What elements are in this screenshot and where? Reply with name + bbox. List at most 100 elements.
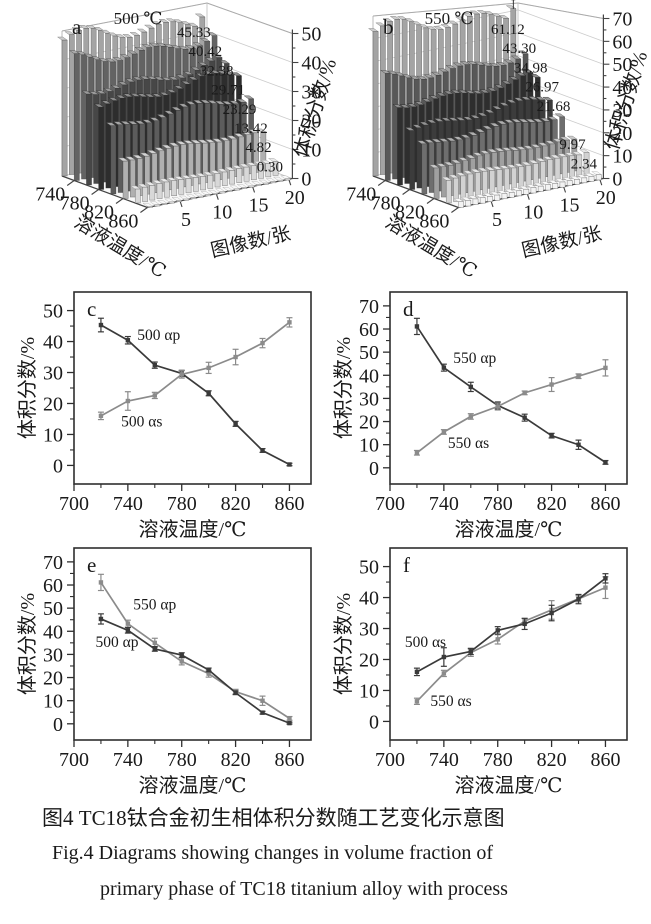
svg-text:0.30: 0.30	[257, 159, 283, 175]
svg-text:30: 30	[43, 363, 63, 385]
svg-text:0: 0	[369, 711, 379, 733]
bars	[367, 0, 602, 208]
svg-text:860: 860	[419, 211, 449, 233]
svg-text:20: 20	[359, 412, 379, 434]
svg-text:10: 10	[301, 140, 321, 162]
series-500-as	[97, 317, 293, 421]
svg-text:860: 860	[274, 749, 304, 771]
svg-text:780: 780	[483, 749, 513, 771]
svg-text:70: 70	[43, 552, 63, 574]
svg-text:30: 30	[612, 100, 632, 122]
svg-text:10: 10	[359, 680, 379, 702]
ticks: 700 740 780 820 860 0 10 20 30 40 50	[43, 301, 304, 515]
svg-text:820: 820	[221, 493, 251, 515]
panel-c-svg: 700 740 780 820 860 0 10 20 30 40 50 溶液温度/℃ 体积分数/% 50…	[16, 291, 312, 541]
svg-text:30: 30	[301, 82, 321, 104]
svg-text:50: 50	[301, 24, 321, 46]
series-500-as	[413, 573, 609, 677]
bar-row-860	[453, 171, 602, 208]
svg-text:60: 60	[359, 319, 379, 341]
svg-text:15: 15	[249, 194, 269, 216]
svg-text:0: 0	[53, 455, 63, 477]
svg-text:740: 740	[113, 749, 143, 771]
panel-b-letter: b	[383, 15, 394, 39]
svg-text:30: 30	[359, 388, 379, 410]
svg-text:700: 700	[59, 493, 89, 515]
svg-text:780: 780	[483, 493, 513, 515]
caption-english-line1: Fig.4 Diagrams showing changes in volume…	[52, 842, 494, 864]
svg-text:20: 20	[43, 668, 63, 690]
panel-f-letter: f	[403, 553, 410, 577]
panel-a-letter: a	[72, 15, 82, 39]
plot-box	[73, 547, 312, 741]
x-axis-title: 溶液温度/℃	[139, 518, 247, 541]
series-500-ap	[97, 317, 293, 467]
svg-text:50: 50	[43, 301, 63, 323]
panel-d-line-chart: 700 740 780 820 860 0 10 20 30 40 50 60 70 溶液温度/℃ 体积分数…	[325, 282, 651, 544]
svg-text:30: 30	[359, 619, 379, 641]
svg-text:0: 0	[301, 169, 311, 191]
x-axis-title: 溶液温度/℃	[455, 518, 563, 541]
series-label-500-ap: 500 αp	[137, 327, 180, 344]
series-label-550-ap: 550 αp	[453, 350, 496, 367]
series-550-ap	[413, 317, 609, 465]
svg-text:26.97: 26.97	[525, 80, 559, 96]
svg-text:60: 60	[43, 575, 63, 597]
series-label-550-as: 550 αs	[430, 693, 471, 710]
y-axis-title: 体积分数/%	[16, 337, 39, 439]
x-axis-title: 溶液温度/℃	[455, 774, 563, 797]
svg-text:740: 740	[429, 749, 459, 771]
svg-text:50: 50	[359, 342, 379, 364]
svg-text:820: 820	[395, 202, 425, 224]
svg-text:60: 60	[612, 31, 632, 53]
svg-text:820: 820	[537, 493, 567, 515]
svg-text:50: 50	[612, 54, 632, 76]
svg-text:700: 700	[375, 493, 405, 515]
svg-text:10: 10	[43, 424, 63, 446]
svg-text:29.71: 29.71	[211, 83, 245, 99]
image-axis-title: 图像数/张	[520, 222, 604, 262]
svg-text:20: 20	[301, 111, 321, 133]
svg-text:40.42: 40.42	[188, 44, 222, 60]
bar-row-840	[130, 158, 279, 204]
panel-c-letter: c	[87, 297, 96, 321]
bar-row-820	[117, 128, 267, 199]
svg-text:50: 50	[43, 598, 63, 620]
bars	[56, 13, 291, 208]
svg-text:860: 860	[590, 749, 620, 771]
panel-a-title: 500 ℃	[114, 9, 163, 28]
svg-text:20: 20	[359, 649, 379, 671]
svg-text:5: 5	[492, 209, 502, 231]
image-axis-title: 图像数/张	[209, 222, 293, 262]
svg-text:780: 780	[167, 493, 197, 515]
svg-text:820: 820	[84, 202, 114, 224]
svg-text:0: 0	[53, 714, 63, 736]
series-label-550-ap: 550 αp	[133, 596, 176, 613]
row-value-labels: 45.33 40.42 32.38 29.71 23.29 13.42 4.82 0.30	[177, 25, 283, 175]
svg-text:0: 0	[369, 458, 379, 480]
svg-text:860: 860	[590, 493, 620, 515]
svg-text:5: 5	[181, 209, 191, 231]
series-label-550-as: 550 αs	[448, 435, 489, 452]
caption-chinese: 图4 TC18钛合金初生相体积分数随工艺变化示意图	[42, 806, 505, 830]
svg-text:780: 780	[60, 193, 90, 215]
svg-text:10: 10	[523, 202, 543, 224]
series-550-as	[413, 359, 609, 456]
svg-text:15: 15	[560, 194, 580, 216]
y-axis-title: 体积分数/%	[16, 593, 39, 695]
row-value-labels: 61.12 43.30 34.98 26.97 21.68 9.97 2.34	[491, 22, 598, 172]
svg-text:20: 20	[43, 393, 63, 415]
x-axis-title: 溶液温度/℃	[139, 774, 247, 797]
svg-text:20: 20	[612, 123, 632, 145]
plot-box	[389, 291, 628, 485]
svg-text:10: 10	[612, 146, 632, 168]
svg-text:61.12: 61.12	[491, 22, 525, 38]
panel-f-svg: 700 740 780 820 860 0 10 20 30 40 50 溶液温度/℃ 体积分数/% 55…	[332, 547, 628, 797]
svg-text:0: 0	[612, 169, 622, 191]
svg-text:860: 860	[274, 493, 304, 515]
